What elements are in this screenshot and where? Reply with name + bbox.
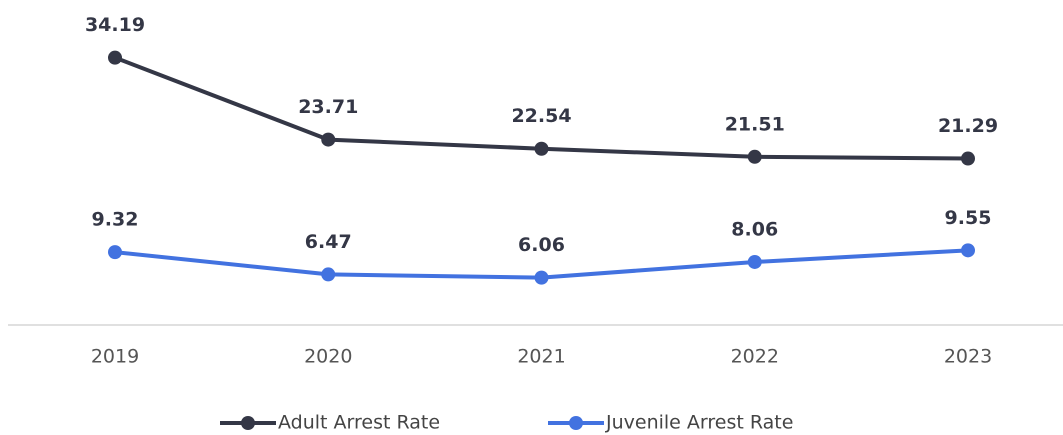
point: [108, 50, 122, 65]
data-label: 23.71: [298, 96, 358, 118]
point: [534, 270, 549, 285]
data-label: 34.19: [85, 14, 145, 36]
point: [961, 243, 975, 258]
data-label: 9.55: [945, 207, 992, 229]
point: [108, 245, 122, 260]
legend-marker: [241, 416, 255, 430]
point: [961, 151, 975, 166]
legend-label: Adult Arrest Rate: [278, 412, 440, 434]
x-tick-label: 2020: [304, 346, 352, 368]
data-label: 8.06: [731, 218, 778, 240]
point: [321, 267, 336, 282]
data-label: 22.54: [511, 105, 571, 127]
data-label: 9.32: [92, 209, 139, 231]
legend-label: Juvenile Arrest Rate: [605, 412, 793, 434]
point: [534, 141, 549, 156]
point: [747, 254, 762, 269]
data-label: 21.51: [725, 113, 785, 135]
x-tick-label: 2019: [91, 346, 139, 368]
data-label: 6.47: [305, 231, 352, 253]
x-tick-label: 2023: [944, 346, 992, 368]
data-label: 6.06: [518, 234, 565, 256]
point: [321, 132, 336, 147]
x-tick-label: 2021: [517, 346, 565, 368]
legend-marker: [569, 416, 583, 430]
x-tick-label: 2022: [731, 346, 779, 368]
data-label: 21.29: [938, 115, 998, 137]
point: [747, 149, 762, 164]
